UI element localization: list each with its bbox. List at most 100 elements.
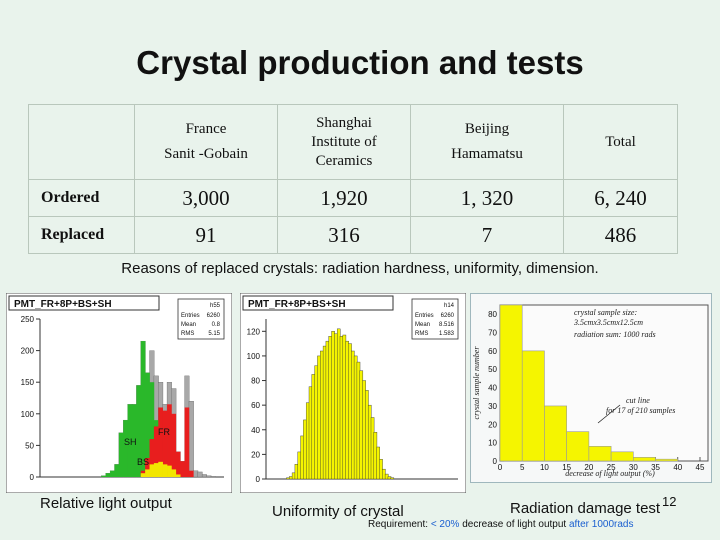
y-tick-label: 40 [488, 384, 497, 393]
y-tick-label: 80 [251, 377, 260, 386]
bar-FR [162, 410, 168, 477]
stats-box [177, 298, 225, 340]
x-axis-label: decrease of light output (%) [565, 469, 655, 478]
x-tick-label: 0 [498, 463, 503, 472]
table-row-replaced: Replaced 91 316 7 486 [28, 216, 678, 254]
bar-FR [158, 407, 163, 477]
histogram-title-box [8, 295, 160, 311]
requirement-after: after [568, 519, 589, 530]
x-tick-label: 5 [520, 463, 525, 472]
bar-total [193, 470, 199, 478]
bar-FR [175, 451, 181, 477]
x-tick-label: 35 [651, 463, 660, 472]
y-tick-label: 30 [488, 402, 497, 411]
y-tick-label: 0 [30, 473, 35, 482]
stats-value: 1.583 [439, 331, 455, 337]
y-tick-label: 100 [21, 410, 35, 419]
annotation-radiation-sum: radiation sum: 1000 rads [574, 330, 656, 339]
requirement-middle: decrease of light output [459, 519, 569, 530]
stats-id: h14 [444, 303, 455, 309]
caption-uniformity: Uniformity of crystal [272, 503, 404, 520]
relative-light-output-chart: PMT_FR+8P+BS+SH h55 Entries 6260 Mean 0.8 RMS… [6, 293, 232, 493]
column-header-line: Sanit -Gobain [164, 146, 248, 162]
stats-value: 6260 [207, 313, 221, 319]
bar-SH [140, 341, 146, 477]
y-tick-label: 10 [488, 439, 497, 448]
stats-key: RMS [181, 331, 194, 337]
column-header-line: Shanghai [316, 114, 372, 131]
table-cell: 1, 320 [410, 179, 564, 217]
bar-BS [171, 469, 177, 477]
caption-radiation-damage: Radiation damage test [510, 500, 661, 517]
requirement-value: < 20% [430, 519, 460, 530]
bar-SH [114, 464, 120, 477]
bar-BS [153, 463, 159, 477]
y-tick-label: 50 [25, 441, 34, 450]
bar-BS [162, 464, 168, 477]
bar-total [201, 474, 207, 478]
annotation-dimensions: 3.5cmx3.5cmx12.5cm [573, 318, 643, 327]
bar-radiation [544, 405, 567, 462]
bar-FR [145, 458, 150, 477]
bar-uniformity [390, 477, 395, 480]
y-tick-label: 20 [488, 420, 497, 429]
bar-total [206, 475, 212, 478]
column-header-france: France Sanit -Gobain [134, 104, 278, 180]
column-header-line: Beijing [464, 121, 510, 137]
bar-BS [140, 473, 146, 477]
annotation-cut-line: cut line [626, 396, 650, 405]
requirement-suffix: 1000rads [589, 519, 634, 530]
bar-SH [123, 420, 128, 477]
empty-corner-cell [28, 104, 135, 180]
stats-value: 0.8 [212, 322, 221, 328]
y-tick-label: 200 [21, 347, 35, 356]
bar-FR [188, 470, 194, 477]
bar-SH [145, 372, 150, 477]
bar-SH [118, 432, 124, 477]
bar-FR [184, 407, 190, 477]
annotation-sh: SH [124, 437, 137, 447]
histogram-title: PMT_FR+8P+BS+SH [14, 299, 112, 310]
y-axis-label: crystal sample number [472, 346, 481, 420]
stats-box [411, 298, 459, 340]
stats-key: RMS [415, 331, 428, 337]
y-tick-label: 150 [21, 378, 35, 387]
y-tick-label: 120 [247, 327, 261, 336]
bar-FR [180, 461, 185, 477]
column-header-shanghai: Shanghai Institute of Ceramics [277, 104, 411, 180]
y-tick-label: 40 [251, 426, 260, 435]
column-header-line: Institute of [311, 133, 377, 150]
bar-SH [101, 475, 107, 477]
table-cell: 91 [134, 216, 278, 254]
stats-key: Mean [415, 322, 430, 328]
x-tick-label: 10 [540, 463, 549, 472]
histogram-title-box [242, 295, 394, 311]
stats-value: 8.516 [439, 322, 455, 328]
table-cell: 3,000 [134, 179, 278, 217]
requirement-note: Requirement: < 20% decrease of light out… [368, 519, 633, 530]
column-header-beijing: Beijing Hamamatsu [410, 104, 564, 180]
annotation-fr: FR [158, 427, 170, 437]
x-tick-label: 25 [607, 463, 616, 472]
bar-FR [167, 404, 172, 477]
stats-id: h55 [210, 303, 221, 309]
x-tick-label: 20 [584, 463, 593, 472]
row-label: Replaced [28, 216, 135, 254]
x-tick-label: 15 [562, 463, 571, 472]
stats-key: Entries [181, 313, 200, 319]
table-cell: 6, 240 [563, 179, 678, 217]
bar-SH [132, 404, 137, 477]
y-tick-label: 60 [488, 347, 497, 356]
slide-title: Crystal production and tests [136, 44, 584, 81]
x-tick-label: 45 [696, 463, 705, 472]
histogram-title: PMT_FR+8P+BS+SH [248, 299, 346, 310]
bar-FR [171, 413, 177, 477]
bar-FR [149, 439, 155, 477]
requirement-prefix: Requirement: [368, 519, 431, 530]
y-tick-label: 0 [493, 457, 498, 466]
column-header-total: Total [563, 104, 678, 180]
y-tick-label: 250 [21, 315, 35, 324]
column-header-line: Ceramics [315, 152, 373, 169]
bar-radiation [610, 451, 634, 462]
bar-radiation [655, 458, 679, 462]
